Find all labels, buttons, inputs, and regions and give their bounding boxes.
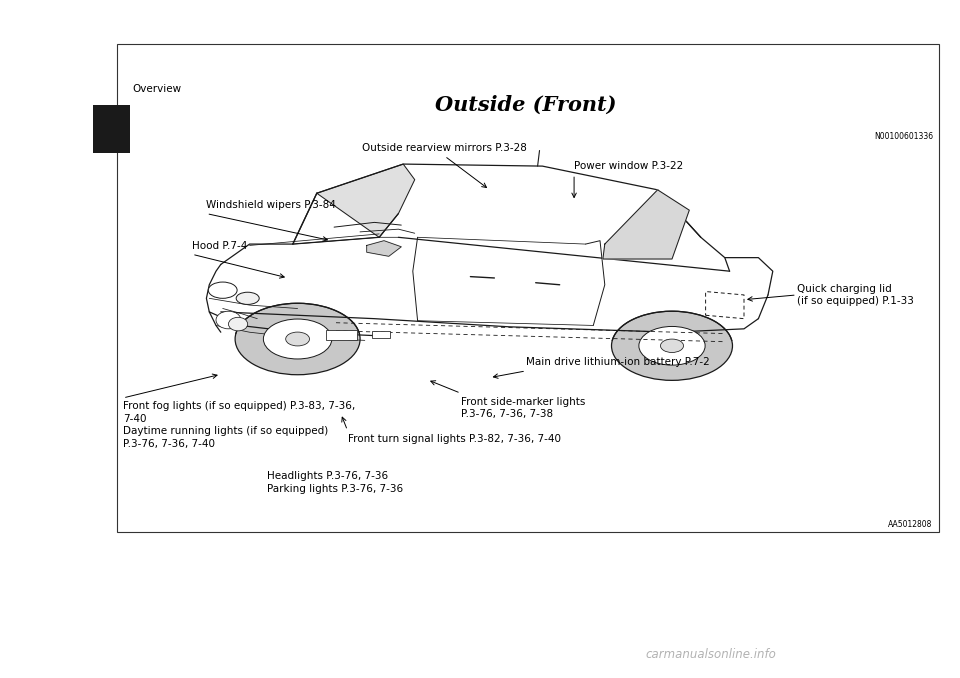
Ellipse shape xyxy=(235,303,360,375)
Text: N00100601336: N00100601336 xyxy=(874,132,933,140)
Ellipse shape xyxy=(612,311,732,380)
Text: AA5012808: AA5012808 xyxy=(888,520,932,529)
Ellipse shape xyxy=(208,282,237,298)
Bar xyxy=(93,105,130,153)
Ellipse shape xyxy=(639,327,705,365)
Text: Front turn signal lights P.3-82, 7-36, 7-40: Front turn signal lights P.3-82, 7-36, 7… xyxy=(348,434,561,444)
Ellipse shape xyxy=(660,339,684,353)
Ellipse shape xyxy=(263,319,332,359)
Text: carmanualsonline.info: carmanualsonline.info xyxy=(645,648,776,661)
Bar xyxy=(326,330,357,340)
Bar xyxy=(117,44,939,532)
Bar xyxy=(372,331,390,338)
Ellipse shape xyxy=(286,332,309,346)
Text: Outside rearview mirrors P.3-28: Outside rearview mirrors P.3-28 xyxy=(362,142,527,153)
Text: Quick charging lid
(if so equipped) P.1-33: Quick charging lid (if so equipped) P.1-… xyxy=(797,283,914,306)
Text: Front fog lights (if so equipped) P.3-83, 7-36,
7-40
Daytime running lights (if : Front fog lights (if so equipped) P.3-83… xyxy=(123,401,355,449)
Ellipse shape xyxy=(236,292,259,304)
Circle shape xyxy=(228,317,248,331)
Text: Power window P.3-22: Power window P.3-22 xyxy=(574,161,684,171)
Text: Front side-marker lights
P.3-76, 7-36, 7-38: Front side-marker lights P.3-76, 7-36, 7… xyxy=(461,397,586,419)
Text: Main drive lithium-ion battery P.7-2: Main drive lithium-ion battery P.7-2 xyxy=(526,357,709,367)
Circle shape xyxy=(216,311,241,329)
Polygon shape xyxy=(367,241,401,256)
Text: Overview: Overview xyxy=(132,83,181,94)
Polygon shape xyxy=(317,164,415,237)
Text: Windshield wipers P.3-84: Windshield wipers P.3-84 xyxy=(206,200,336,210)
Text: Hood P.7-4: Hood P.7-4 xyxy=(192,241,248,251)
Text: Outside (Front): Outside (Front) xyxy=(435,96,617,115)
Text: Headlights P.3-76, 7-36
Parking lights P.3-76, 7-36: Headlights P.3-76, 7-36 Parking lights P… xyxy=(267,471,403,494)
Polygon shape xyxy=(603,190,689,259)
